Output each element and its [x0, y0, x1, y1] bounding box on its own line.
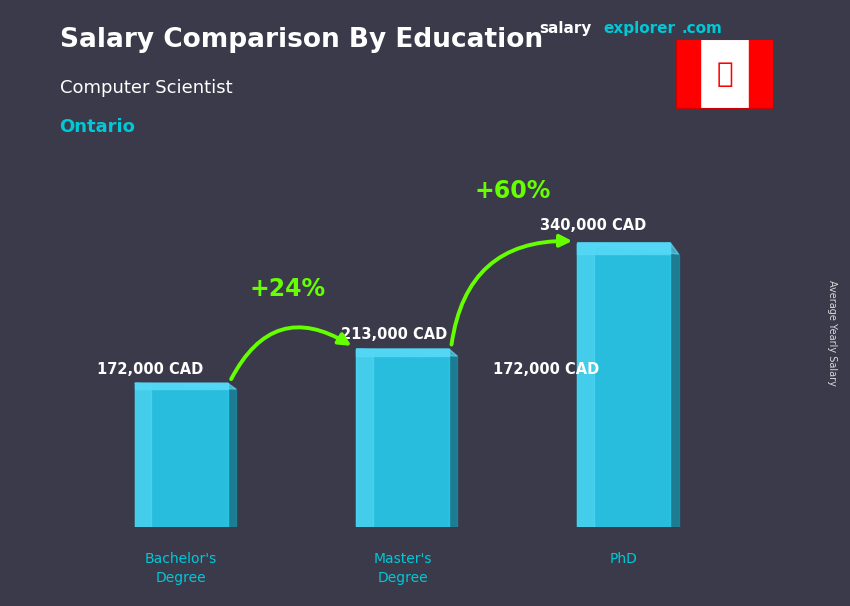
Text: +24%: +24% — [249, 277, 326, 301]
Polygon shape — [356, 349, 457, 356]
Text: Bachelor's
Degree: Bachelor's Degree — [145, 552, 218, 585]
Text: Salary Comparison By Education: Salary Comparison By Education — [60, 27, 542, 53]
Bar — [356, 349, 373, 527]
Text: 🍁: 🍁 — [717, 60, 733, 88]
Bar — [135, 383, 228, 527]
Polygon shape — [577, 242, 678, 254]
Bar — [356, 349, 449, 527]
Bar — [577, 242, 670, 527]
Bar — [749, 39, 774, 109]
Text: explorer: explorer — [604, 21, 676, 36]
Polygon shape — [228, 389, 236, 527]
Bar — [135, 383, 228, 389]
Text: Computer Scientist: Computer Scientist — [60, 79, 232, 97]
Text: +60%: +60% — [475, 179, 552, 203]
Text: 172,000 CAD: 172,000 CAD — [97, 362, 203, 376]
Text: Ontario: Ontario — [60, 118, 135, 136]
Polygon shape — [135, 383, 236, 389]
Polygon shape — [449, 356, 457, 527]
Text: PhD: PhD — [609, 552, 638, 567]
Bar — [676, 39, 700, 109]
Bar — [356, 349, 449, 356]
Bar — [577, 242, 670, 254]
Text: 172,000 CAD: 172,000 CAD — [493, 362, 599, 376]
Bar — [135, 383, 151, 527]
Polygon shape — [670, 254, 678, 527]
Text: Average Yearly Salary: Average Yearly Salary — [827, 281, 837, 386]
Text: Master's
Degree: Master's Degree — [373, 552, 432, 585]
Text: salary: salary — [540, 21, 592, 36]
Text: 213,000 CAD: 213,000 CAD — [341, 327, 447, 342]
Text: .com: .com — [682, 21, 722, 36]
Bar — [577, 242, 594, 527]
Text: 340,000 CAD: 340,000 CAD — [540, 218, 646, 233]
